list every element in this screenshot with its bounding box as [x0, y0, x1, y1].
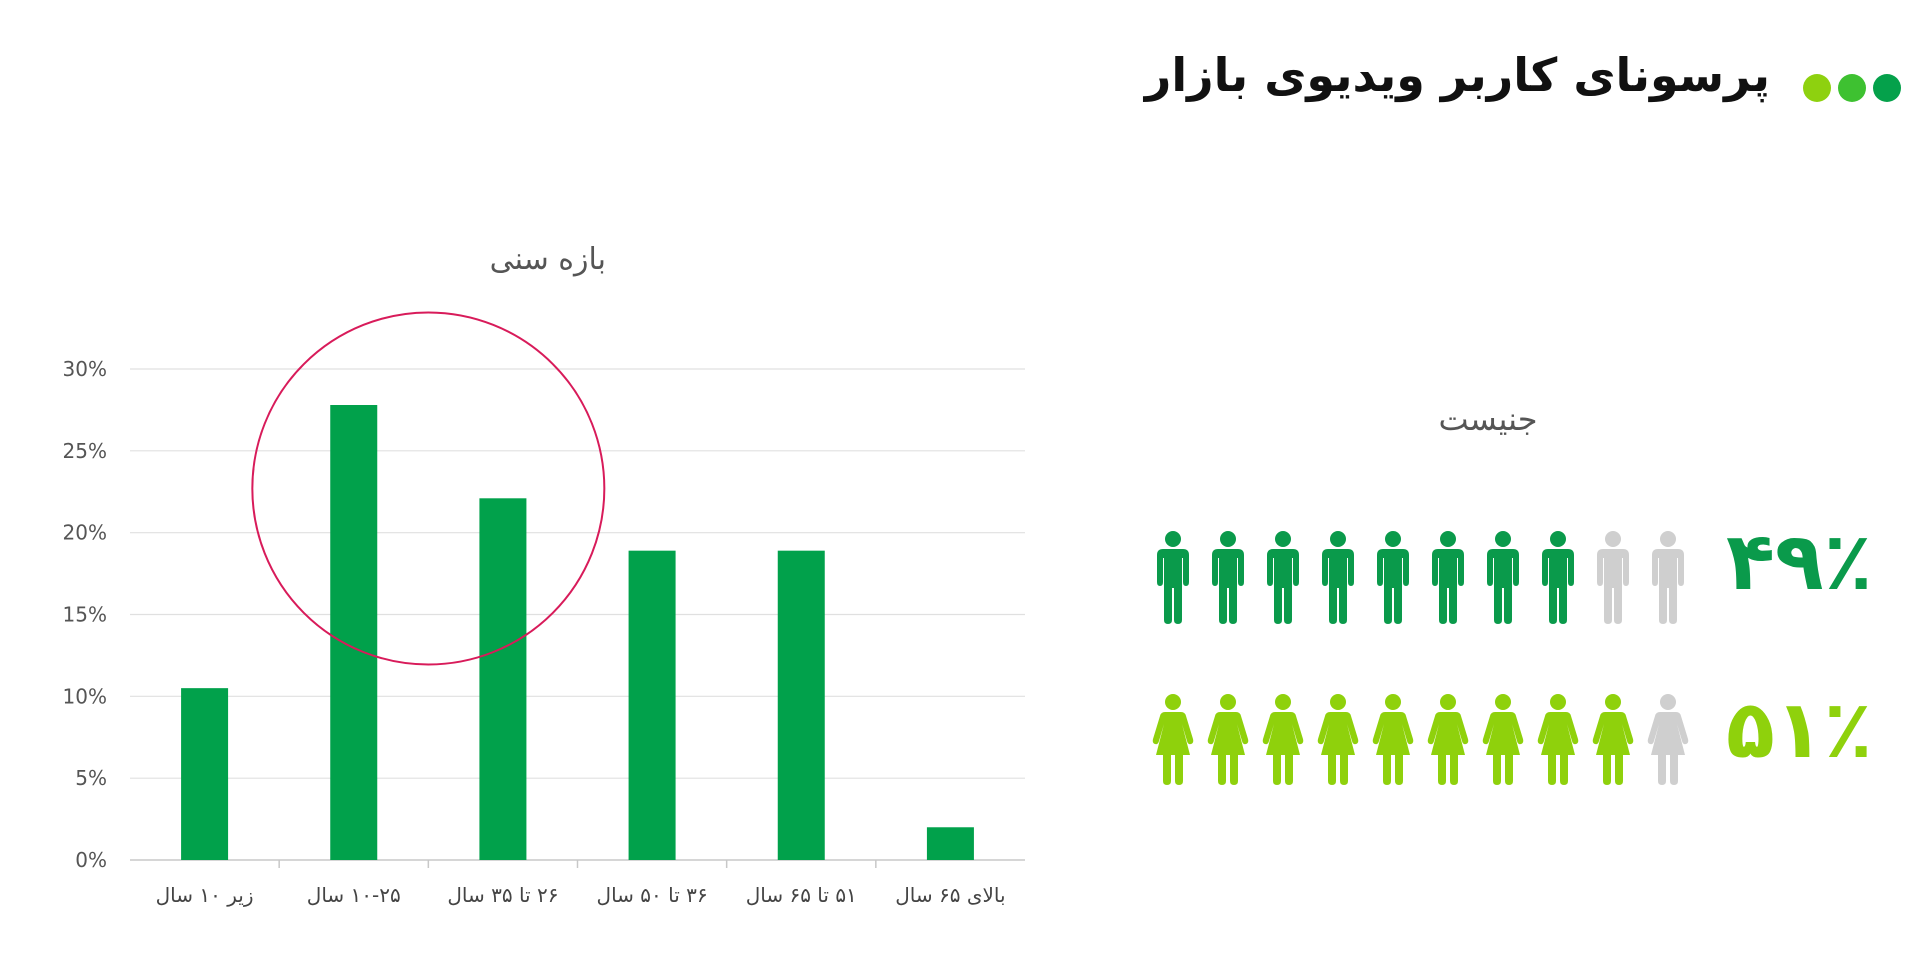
age-bar-chart: 0% 5% 10% 15% 20% 25% 30% زیر ۱۰ سال ۱۰-۲۵ سال ۲۶… — [63, 311, 1025, 907]
x-tick-label: ۲۶ تا ۳۵ سال — [447, 883, 558, 907]
female-percent: ۵۱٪ — [1726, 683, 1873, 776]
y-tick-label: 20% — [63, 521, 107, 545]
female-person-icon — [1145, 693, 1200, 789]
dot-medium — [1838, 74, 1866, 102]
female-person-icon — [1530, 693, 1585, 789]
x-tick-label: زیر ۱۰ سال — [156, 883, 254, 907]
female-person-icon — [1200, 693, 1255, 789]
x-tick-label: بالای ۶۵ سال — [895, 883, 1005, 907]
male-icon-row — [1145, 530, 1695, 629]
x-tick-label: ۳۶ تا ۵۰ سال — [597, 883, 708, 907]
male-person-icon — [1640, 530, 1695, 629]
male-person-icon — [1585, 530, 1640, 629]
highlight-circle — [251, 311, 606, 666]
bar — [181, 688, 229, 860]
dot-light — [1803, 74, 1831, 102]
male-person-icon — [1200, 530, 1255, 629]
dot-dark — [1873, 74, 1901, 102]
female-person-icon — [1255, 693, 1310, 789]
bar — [330, 405, 378, 860]
x-tick-label: ۵۱ تا ۶۵ سال — [746, 883, 857, 907]
decorative-dots — [1803, 74, 1901, 102]
male-person-icon — [1310, 530, 1365, 629]
female-person-icon — [1420, 693, 1475, 789]
page-title: پرسونای کاربر ویدیوی بازار — [1144, 48, 1770, 102]
chart-title: بازه سنی — [489, 242, 606, 277]
bar — [926, 827, 974, 860]
female-icon-row — [1145, 693, 1695, 789]
male-person-icon — [1365, 530, 1420, 629]
y-tick-label: 5% — [75, 766, 107, 790]
gender-title: جنیست — [1438, 400, 1538, 438]
female-person-icon — [1640, 693, 1695, 789]
bar — [628, 550, 676, 860]
female-person-icon — [1310, 693, 1365, 789]
y-tick-label: 0% — [75, 848, 107, 872]
female-person-icon — [1365, 693, 1420, 789]
female-person-icon — [1475, 693, 1530, 789]
male-person-icon — [1530, 530, 1585, 629]
y-tick-label: 30% — [63, 357, 107, 381]
y-tick-label: 15% — [63, 603, 107, 627]
male-person-icon — [1255, 530, 1310, 629]
male-person-icon — [1145, 530, 1200, 629]
y-tick-label: 25% — [63, 439, 107, 463]
bar — [777, 550, 825, 860]
x-tick-label: ۱۰-۲۵ سال — [307, 883, 401, 907]
male-person-icon — [1420, 530, 1475, 629]
y-tick-label: 10% — [63, 684, 107, 708]
male-person-icon — [1475, 530, 1530, 629]
female-person-icon — [1585, 693, 1640, 789]
male-percent: ۴۹٪ — [1726, 515, 1873, 608]
bar — [479, 498, 527, 860]
